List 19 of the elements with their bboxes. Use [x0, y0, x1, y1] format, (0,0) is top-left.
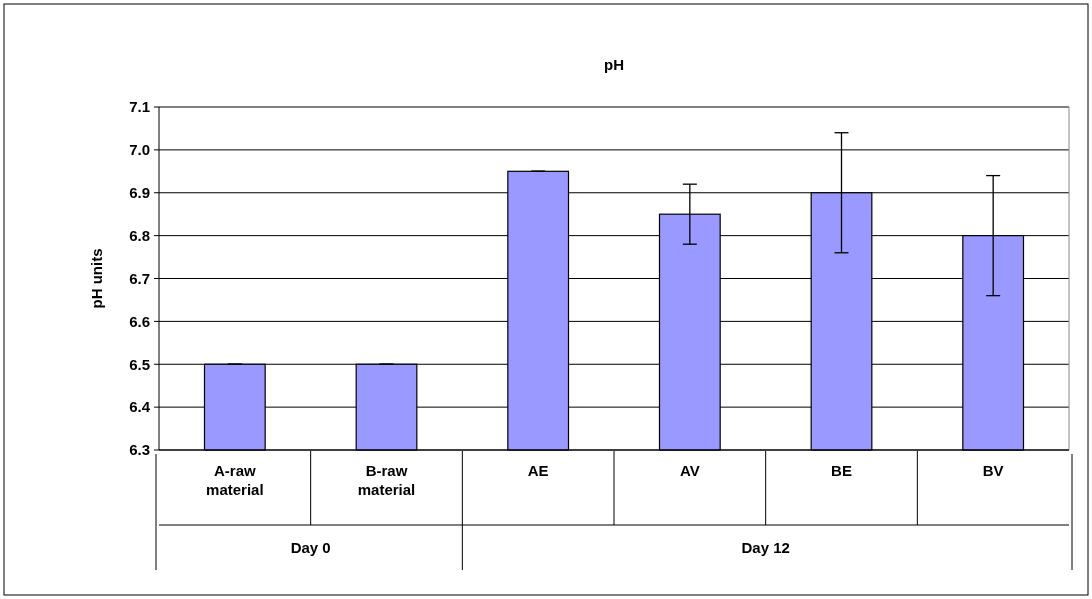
- y-tick-label: 6.9: [129, 184, 150, 201]
- x-tick-label: BV: [982, 462, 1004, 479]
- y-tick-label: 7.1: [129, 98, 150, 116]
- y-tick-label: 6.3: [129, 441, 150, 459]
- y-tick-label: 6.4: [129, 398, 151, 416]
- text: Day 12: [741, 538, 790, 556]
- chart-title: pH: [604, 56, 624, 73]
- y-axis-title: pH units: [88, 248, 105, 309]
- x-tick-label: BE: [831, 462, 852, 479]
- x-tick-label: AV: [679, 462, 700, 479]
- y-tick-label: 6.6: [129, 312, 150, 330]
- x-tick-label: A-raw material: [206, 462, 264, 498]
- y-tick-label: 6.7: [129, 269, 150, 287]
- text: Day 0: [290, 538, 331, 556]
- x-tick-label: B-raw material: [357, 462, 416, 498]
- x-tick-label: AE: [527, 462, 549, 479]
- y-tick-label: 6.5: [129, 355, 150, 373]
- y-tick-label: 6.8: [129, 226, 150, 244]
- y-tick-label: 7.0: [129, 141, 150, 159]
